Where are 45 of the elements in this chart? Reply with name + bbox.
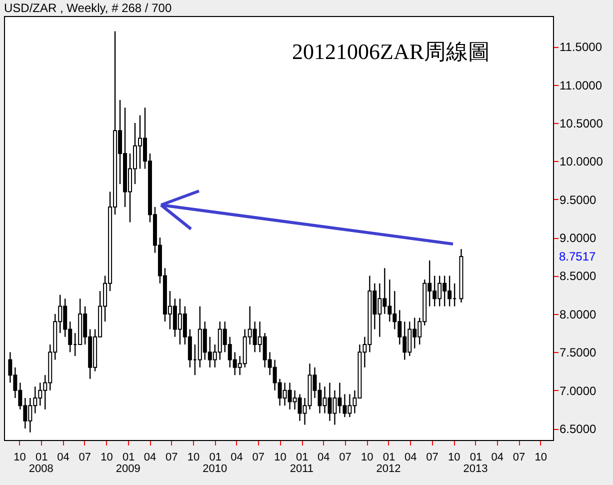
x-tick-label: 04	[404, 452, 417, 464]
x2-tick-label: 2013	[463, 463, 488, 475]
x-tick-label: 04	[144, 452, 156, 464]
y-tick-label: 10.5000	[560, 116, 604, 130]
y-tick-label: 7.0000	[560, 384, 597, 398]
y-tick-label: 10.0000	[560, 154, 604, 169]
x-tick-label: 10	[14, 452, 26, 464]
x-tick-label: 07	[252, 452, 265, 464]
x-tick-label: 10	[187, 452, 200, 464]
x-tick-label: 07	[339, 452, 352, 464]
x-tick-label: 01	[296, 452, 308, 464]
x-tick-label: 01	[122, 452, 135, 464]
x2-tick-label: 2012	[376, 463, 401, 475]
x-tick-label: 07	[426, 452, 438, 464]
x-tick-label: 04	[230, 452, 243, 464]
x-tick-label: 10	[448, 452, 460, 464]
y-tick-label: 9.0000	[560, 231, 597, 246]
x-tick-label: 01	[382, 452, 396, 464]
x-tick-label: 04	[317, 452, 330, 464]
x-tick-label: 04	[491, 452, 504, 464]
chart-subtitle: USD/ZAR , Weekly, # 268 / 700	[4, 1, 172, 15]
text: 8.7517	[559, 250, 596, 264]
x-tick-label: 07	[512, 452, 526, 464]
x2-tick-label: 2010	[202, 463, 228, 475]
y-tick-label: 6.5000	[560, 422, 597, 436]
x-tick-label: 04	[57, 452, 70, 464]
x-tick-label: 10	[274, 452, 286, 464]
y-tick-label: 11.5000	[560, 40, 602, 54]
x-tick-label: 07	[78, 452, 91, 464]
x-tick-label: 07	[166, 452, 178, 464]
x-tick-label: 01	[470, 452, 482, 464]
x2-tick-label: 2008	[28, 463, 54, 475]
y-tick-label: 8.0000	[560, 307, 597, 322]
x-tick-label: 10	[360, 452, 374, 464]
x2-tick-label: 2011	[290, 463, 314, 475]
y-tick-label: 9.5000	[560, 192, 597, 207]
y-tick-label: 7.5000	[560, 346, 597, 360]
y-tick-label: 8.5000	[560, 269, 597, 284]
x-tick-label: 10	[100, 452, 113, 464]
x-tick-label: 01	[35, 452, 48, 464]
x-tick-label: 10	[534, 452, 548, 464]
x-tick-label: 01	[209, 452, 222, 464]
x2-tick-label: 2009	[116, 463, 140, 475]
text: 20121006ZAR周線圖	[292, 39, 490, 64]
y-tick-label: 11.0000	[560, 78, 602, 92]
